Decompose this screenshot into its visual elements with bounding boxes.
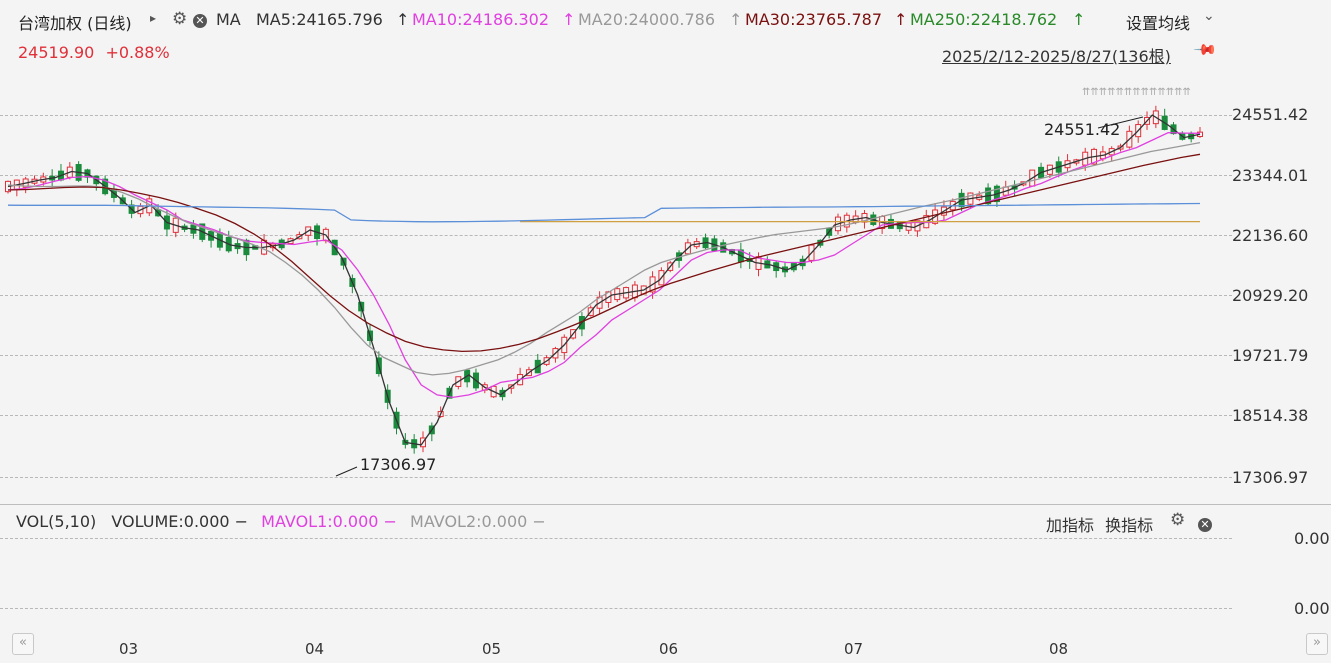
volume-value: VOLUME:0.000 xyxy=(111,512,230,531)
expand-arrow-icon[interactable]: ▸ xyxy=(150,11,157,25)
indicator-name: MA xyxy=(216,10,241,29)
gear-icon[interactable]: ⚙ xyxy=(172,9,188,29)
volume-title[interactable]: VOL(5,10) xyxy=(16,512,97,531)
mavol2-value: MAVOL2:0.000 xyxy=(410,512,528,531)
y-axis-label: 17306.97 xyxy=(1232,468,1309,487)
ma-settings-button[interactable]: 设置均线 xyxy=(1126,14,1191,33)
y-axis-label: 19721.79 xyxy=(1232,346,1309,365)
ma20-up-arrow-icon: ↑ xyxy=(729,10,743,29)
y-axis-label: 20929.20 xyxy=(1232,286,1309,305)
y-axis-label: 18514.38 xyxy=(1232,406,1309,425)
mavol2-dash: − xyxy=(532,512,546,531)
last-price: 24519.90 xyxy=(18,43,95,62)
grid-line xyxy=(0,415,1232,416)
ma-line-ma5 xyxy=(7,114,1201,446)
price-chart[interactable]: 24551.42 17306.97 ⇈⇈⇈⇈⇈⇈⇈⇈⇈⇈⇈⇈⇈ xyxy=(0,80,1232,500)
y-axis-label: 23344.01 xyxy=(1232,166,1309,185)
date-range-label[interactable]: 2025/2/12-2025/8/27(136根) xyxy=(942,47,1171,66)
event-markers: ⇈⇈⇈⇈⇈⇈⇈⇈⇈⇈⇈⇈⇈ xyxy=(1082,87,1191,98)
svg-text:⇈⇈⇈⇈⇈⇈⇈⇈⇈⇈⇈⇈⇈: ⇈⇈⇈⇈⇈⇈⇈⇈⇈⇈⇈⇈⇈ xyxy=(1082,87,1191,98)
ma-line-ma20 xyxy=(7,141,1201,376)
grid-line xyxy=(0,115,1232,116)
volume-dash: − xyxy=(234,512,249,531)
ma30-up-arrow-icon: ↑ xyxy=(894,10,908,29)
ma5-up-arrow-icon: ↑ xyxy=(396,10,410,29)
x-axis-label: 06 xyxy=(659,640,679,658)
switch-indicator-button[interactable]: 换指标 xyxy=(1105,516,1154,535)
panel-separator xyxy=(0,504,1331,505)
ma20-value: MA20:24000.786 xyxy=(578,10,716,29)
ma-line-long xyxy=(7,202,1201,223)
ma5-value: MA5:24165.796 xyxy=(256,10,383,29)
y-axis-label: 24551.42 xyxy=(1232,105,1309,124)
moving-average-lines xyxy=(7,114,1201,446)
chart-header: 台湾加权 (日线) ▸ ⚙ ✕ MA MA5:24165.796 ↑ MA10:… xyxy=(18,8,1215,33)
y-axis-label: 22136.60 xyxy=(1232,226,1309,245)
ma30-value: MA30:23765.787 xyxy=(745,10,883,29)
volume-header: VOL(5,10) VOLUME:0.000 − MAVOL1:0.000 − … xyxy=(16,512,546,531)
add-indicator-button[interactable]: 加指标 xyxy=(1046,516,1095,535)
ma250-value: MA250:22418.762 xyxy=(910,10,1058,29)
x-axis-label: 04 xyxy=(305,640,325,658)
volume-axis-top: 0.00 xyxy=(1294,529,1330,548)
price-change: +0.88% xyxy=(105,43,170,62)
low-annotation: 17306.97 xyxy=(335,455,436,477)
x-axis-label: 07 xyxy=(844,640,864,658)
volume-gear-icon[interactable]: ⚙ xyxy=(1170,510,1186,530)
pin-icon[interactable]: 📌 xyxy=(1192,37,1219,63)
x-axis-label: 05 xyxy=(482,640,502,658)
instrument-title[interactable]: 台湾加权 (日线) xyxy=(18,14,132,33)
volume-close-icon[interactable]: ✕ xyxy=(1198,513,1212,532)
ma10-value: MA10:24186.302 xyxy=(412,10,550,29)
ma250-up-arrow-icon: ↑ xyxy=(1072,10,1086,29)
x-axis-label: 03 xyxy=(119,640,139,658)
volume-grid-line xyxy=(0,608,1232,609)
x-axis-label: 08 xyxy=(1049,640,1069,658)
grid-line xyxy=(0,235,1232,236)
grid-line xyxy=(0,175,1232,176)
grid-line xyxy=(0,355,1232,356)
mavol1-value: MAVOL1:0.000 xyxy=(261,512,379,531)
mavol1-dash: − xyxy=(383,512,397,531)
high-annotation: 24551.42 xyxy=(1044,116,1144,139)
volume-tools: 加指标 换指标 xyxy=(1046,512,1153,536)
candlesticks xyxy=(5,105,1203,454)
grid-line xyxy=(0,477,1232,478)
ma-line-ma10 xyxy=(7,131,1201,399)
high-price-label: 24551.42 xyxy=(1044,120,1120,139)
chevron-down-icon[interactable]: ⌄ xyxy=(1203,8,1215,24)
ma10-up-arrow-icon: ↑ xyxy=(562,10,576,29)
scroll-left-button[interactable]: « xyxy=(12,633,34,655)
volume-axis-bottom: 0.00 xyxy=(1294,599,1330,618)
scroll-right-button[interactable]: » xyxy=(1306,633,1328,655)
volume-grid-line xyxy=(0,538,1232,539)
quote: 24519.90 +0.88% xyxy=(18,43,170,62)
ma-line-ma30 xyxy=(7,153,1201,353)
low-price-label: 17306.97 xyxy=(360,455,436,474)
